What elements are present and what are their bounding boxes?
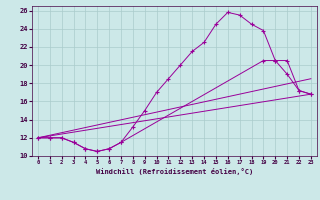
X-axis label: Windchill (Refroidissement éolien,°C): Windchill (Refroidissement éolien,°C) bbox=[96, 168, 253, 175]
